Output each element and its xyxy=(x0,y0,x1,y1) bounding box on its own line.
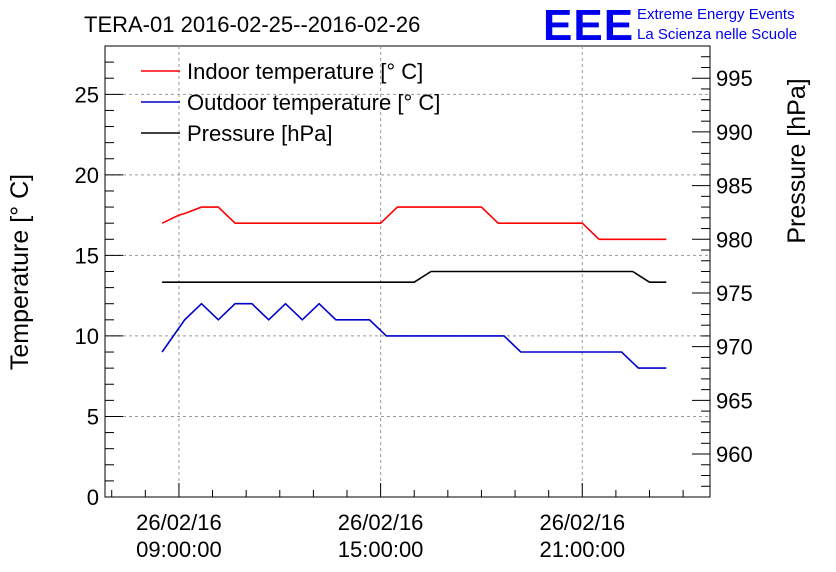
y-left-tick-label: 15 xyxy=(75,243,99,268)
y-left-tick-label: 5 xyxy=(87,404,99,429)
series-line-indoor-temperature xyxy=(161,206,667,241)
y-right-tick-label: 985 xyxy=(716,174,753,199)
eee-logo-line1: Extreme Energy Events xyxy=(637,6,795,23)
y-left-tick-label: 20 xyxy=(75,163,99,188)
legend-label-pressure: Pressure [hPa] xyxy=(187,121,333,146)
y-left-tick-label: 0 xyxy=(87,485,99,510)
x-tick-label-time: 15:00:00 xyxy=(338,537,424,562)
y-left-tick-label: 25 xyxy=(75,82,99,107)
y-right-tick-label: 980 xyxy=(716,227,753,252)
legend: Indoor temperature [° C] Outdoor tempera… xyxy=(141,59,440,146)
x-tick-label-time: 21:00:00 xyxy=(539,537,625,562)
legend-label-indoor: Indoor temperature [° C] xyxy=(187,59,423,84)
y-right-tick-label: 970 xyxy=(716,335,753,360)
x-tick-label-date: 26/02/16 xyxy=(338,510,424,535)
eee-logo-mark: EEE xyxy=(543,1,634,50)
y-axis-left-label: Temperature [° C] xyxy=(6,174,34,370)
y-right-tick-label: 995 xyxy=(716,66,753,91)
y-left-tick-label: 10 xyxy=(75,324,99,349)
series-line-pressure xyxy=(162,270,667,284)
x-tick-label-time: 09:00:00 xyxy=(136,537,222,562)
x-tick-label-date: 26/02/16 xyxy=(136,510,222,535)
y-right-tick-label: 965 xyxy=(716,388,753,413)
plot-area: 0 5 10 15 20 25 960 965 970 975 980 985 990 995 26/02/… xyxy=(75,45,753,562)
series-lines xyxy=(161,206,667,369)
chart-title: TERA-01 2016-02-25--2016-02-26 xyxy=(84,12,420,37)
series-line-outdoor-temperature xyxy=(161,302,667,369)
y-axis-right-label: Pressure [hPa] xyxy=(783,78,811,243)
axis-ticks: 0 5 10 15 20 25 960 965 970 975 980 985 990 995 26/02/… xyxy=(75,56,753,562)
y-right-tick-label: 960 xyxy=(716,442,753,467)
y-right-tick-label: 990 xyxy=(716,120,753,145)
legend-label-outdoor: Outdoor temperature [° C] xyxy=(187,90,440,115)
x-tick-label-date: 26/02/16 xyxy=(539,510,625,535)
eee-logo-line2: La Scienza nelle Scuole xyxy=(637,26,797,43)
y-right-tick-label: 975 xyxy=(716,281,753,306)
